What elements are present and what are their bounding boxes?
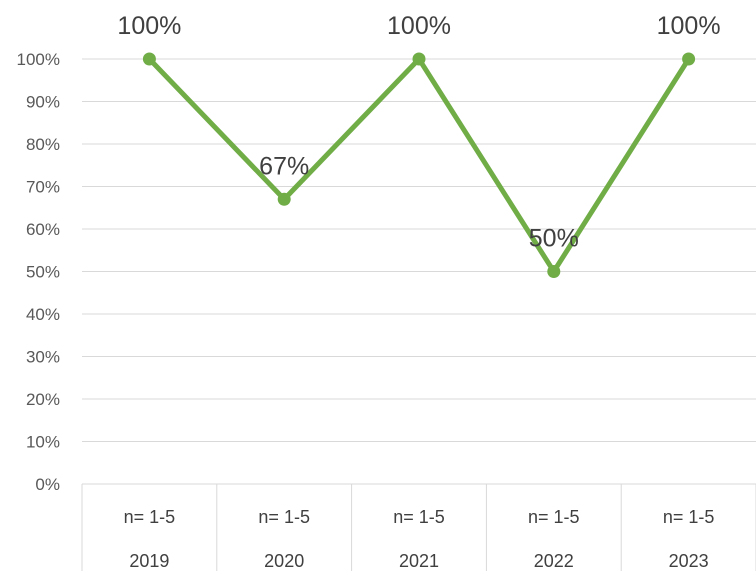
- series-group: [142, 52, 696, 278]
- data-point: [682, 52, 696, 66]
- data-label: 50%: [529, 225, 579, 253]
- y-tick-label: 70%: [26, 178, 60, 197]
- x-subcategory-label: n= 1-5: [258, 507, 310, 527]
- data-point: [547, 265, 561, 278]
- y-tick-label: 20%: [26, 390, 60, 409]
- data-point: [412, 52, 426, 66]
- x-category-label: 2021: [399, 551, 439, 571]
- data-point: [142, 52, 156, 66]
- data-point: [277, 192, 291, 206]
- x-subcategory-label: n= 1-5: [393, 507, 445, 527]
- y-tick-label: 90%: [26, 93, 60, 112]
- data-label: 100%: [657, 12, 721, 40]
- series-line: [146, 54, 692, 277]
- x-category-label: 2019: [129, 551, 169, 571]
- x-category-label: 2023: [669, 551, 709, 571]
- y-tick-label: 30%: [26, 348, 60, 367]
- y-tick-label: 60%: [26, 220, 60, 239]
- x-subcategory-label: n= 1-5: [528, 507, 580, 527]
- y-tick-label: 40%: [26, 305, 60, 324]
- data-label: 67%: [259, 152, 309, 180]
- x-axis: n= 1-5 2019 n= 1-5 2020 n= 1-5 2021 n= 1-5 2022…: [81, 483, 756, 571]
- gridlines: [82, 58, 756, 442]
- x-subcategory-label: n= 1-5: [663, 507, 715, 527]
- data-labels: 100% 67% 100% 50% 100%: [117, 12, 720, 253]
- y-tick-label: 100%: [17, 50, 60, 69]
- x-subcategory-label: n= 1-5: [124, 507, 176, 527]
- y-axis: 0% 10% 20% 30% 40% 50% 60% 70% 80% 90% 100%: [17, 50, 60, 494]
- data-label: 100%: [387, 12, 451, 40]
- x-category-label: 2022: [534, 551, 574, 571]
- y-tick-label: 10%: [26, 433, 60, 452]
- y-tick-label: 80%: [26, 135, 60, 154]
- x-category-label: 2020: [264, 551, 304, 571]
- data-label: 100%: [117, 12, 181, 40]
- y-tick-label: 50%: [26, 263, 60, 282]
- y-tick-label: 0%: [35, 475, 60, 494]
